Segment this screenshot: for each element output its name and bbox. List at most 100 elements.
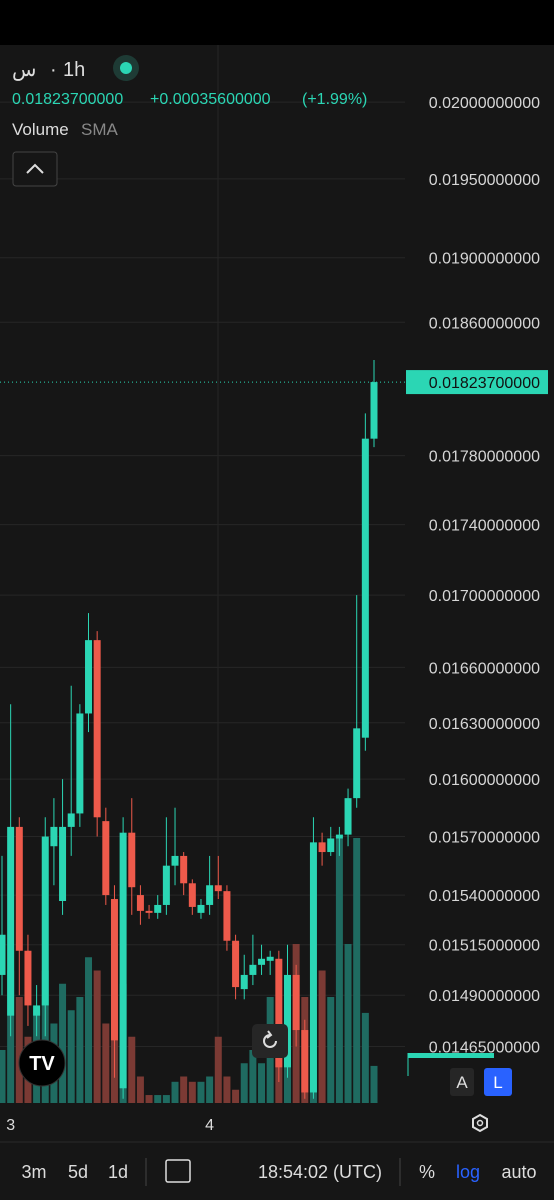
x-tick-label: 3 — [6, 1117, 15, 1134]
candle-body — [283, 974, 291, 1068]
scale-a-label: A — [456, 1073, 468, 1092]
candle-body — [0, 934, 6, 975]
range-button[interactable]: 1d — [108, 1162, 128, 1182]
volume-bar — [258, 1063, 266, 1103]
volume-bar — [76, 997, 84, 1103]
candle-body — [180, 855, 188, 884]
candle-body — [266, 956, 274, 961]
candle-body — [223, 891, 231, 941]
candle-body — [119, 832, 127, 1089]
candle-body — [232, 940, 240, 988]
tv-logo-mark: TV — [29, 1053, 55, 1075]
scale-l[interactable] — [484, 1068, 512, 1096]
volume-bar — [41, 970, 49, 1103]
candle-body — [249, 964, 257, 975]
settings-dot — [476, 1119, 484, 1127]
candle-body — [240, 974, 248, 990]
candle-body — [258, 958, 266, 965]
y-tick-label: 0.01740000000 — [429, 518, 540, 535]
time[interactable]: 18:54:02 (UTC) — [258, 1162, 382, 1182]
candle-body — [15, 826, 23, 951]
change: +0.00035600000 — [150, 91, 271, 108]
volume-bar — [353, 838, 361, 1103]
candle-body — [110, 899, 118, 1041]
volume-bar — [154, 1095, 162, 1103]
volume-bar — [370, 1065, 378, 1103]
candle-body — [136, 895, 144, 911]
candle-body — [309, 842, 317, 1093]
dot: · — [50, 59, 57, 81]
volume-tag — [408, 1053, 494, 1058]
volume-bar — [223, 1076, 231, 1103]
collapse-button[interactable] — [12, 151, 58, 187]
y-tick-label: 0.01900000000 — [429, 251, 540, 268]
volume-bar — [240, 1063, 248, 1103]
candle-body — [7, 826, 15, 1016]
volume-bar — [93, 970, 101, 1103]
x-tick-label: 4 — [205, 1117, 214, 1134]
y-tick-label: 0.01465000000 — [429, 1040, 540, 1057]
reset-icon — [263, 1030, 277, 1048]
y-tick-label: 0.01540000000 — [429, 888, 540, 905]
candle-body — [128, 832, 136, 888]
candle-body — [318, 842, 326, 853]
candle-body — [361, 438, 369, 738]
volume-bar — [206, 1076, 214, 1103]
range-button[interactable]: 3m — [21, 1162, 46, 1182]
candle-body — [188, 883, 196, 907]
settings-icon[interactable] — [472, 1113, 488, 1133]
volume-bar — [15, 997, 23, 1103]
volume-bar — [327, 997, 335, 1103]
candle-body — [327, 838, 335, 853]
candle-body — [93, 640, 101, 818]
y-tick-label: 0.01700000000 — [429, 588, 540, 605]
candle-body — [85, 640, 93, 714]
range-button[interactable]: 5d — [68, 1162, 88, 1182]
reset-button[interactable] — [252, 1024, 288, 1058]
y-tick-label: 0.01660000000 — [429, 660, 540, 677]
volume-bar — [232, 1089, 240, 1103]
candle-body — [171, 855, 179, 866]
candle-body — [370, 382, 378, 439]
volume-bar — [171, 1081, 179, 1103]
candle-body — [353, 728, 361, 799]
volume-bar — [145, 1095, 153, 1103]
status-bar — [0, 0, 554, 45]
change-pct: (+1.99%) — [302, 91, 367, 108]
candle-body — [301, 1030, 309, 1093]
symbol: س — [12, 59, 36, 81]
candle-body — [197, 904, 205, 913]
log-toggle[interactable]: log — [456, 1162, 480, 1182]
volume-bar — [136, 1076, 144, 1103]
volume-bar — [318, 970, 326, 1103]
tv-logo[interactable] — [18, 1039, 66, 1087]
volume-bar — [188, 1081, 196, 1103]
candle-body — [102, 821, 110, 896]
y-tick-label: 0.01600000000 — [429, 772, 540, 789]
candle-body — [344, 798, 352, 835]
auto-toggle[interactable]: auto — [501, 1162, 536, 1182]
candle-body — [275, 958, 283, 1068]
candle-body — [292, 974, 300, 1031]
date-range-icon[interactable] — [165, 1159, 191, 1183]
candle-body — [335, 834, 343, 839]
candle-body — [33, 1005, 41, 1016]
y-tick-label: 0.01950000000 — [429, 172, 540, 189]
last-price-label: 0.01823700000 — [429, 375, 540, 392]
indicator-sub: SMA — [81, 120, 119, 139]
y-tick-label: 0.02000000000 — [429, 95, 540, 112]
chevron — [26, 163, 44, 174]
scale-a[interactable] — [450, 1068, 474, 1096]
candle-body — [50, 826, 58, 847]
interval: 1h — [63, 59, 85, 81]
volume-bar — [67, 1010, 75, 1103]
percent-toggle[interactable]: % — [419, 1162, 435, 1182]
candle-body — [206, 885, 214, 905]
volume-bar — [180, 1076, 188, 1103]
last-price-tag — [406, 370, 548, 395]
candle-body — [154, 904, 162, 913]
volume-bar — [361, 1012, 369, 1103]
volume-bar — [162, 1095, 170, 1103]
volume-bar — [197, 1081, 205, 1103]
